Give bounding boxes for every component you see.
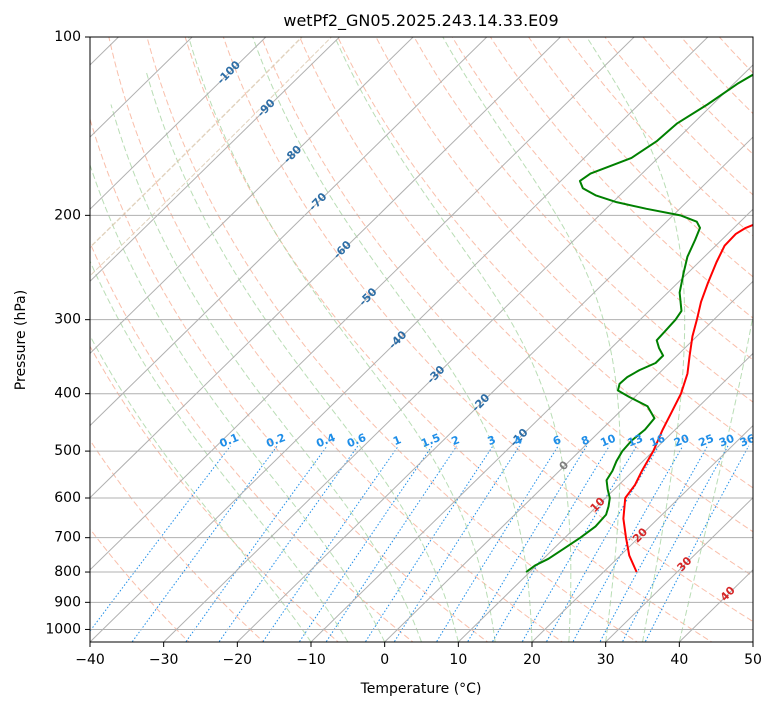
mixing-ratio-label: 25 (697, 432, 716, 450)
moist-adiabat-line (442, 37, 621, 642)
dry-adiabat-line (375, 37, 753, 446)
x-tick-label: 20 (523, 652, 541, 668)
y-tick-label: 100 (54, 29, 81, 45)
mixing-ratio-line (572, 445, 684, 642)
x-tick-label: 50 (744, 652, 762, 668)
mixing-ratio-line (644, 445, 750, 642)
y-tick-label: 300 (54, 312, 81, 328)
mixing-ratio-lines (90, 445, 750, 642)
temperature-profile-line (622, 223, 753, 573)
y-tick-label: 500 (54, 443, 81, 459)
moist-adiabats (90, 37, 753, 642)
moist-adiabat-line (586, 37, 686, 642)
y-tick-label: 1000 (45, 621, 81, 637)
dewpoint-profile-line (525, 73, 753, 573)
x-tick-label: 40 (670, 652, 688, 668)
isotherm-line (162, 64, 753, 642)
isotherm-line (90, 37, 193, 138)
mixing-ratio-line (298, 445, 433, 642)
mixing-ratio-label: 8 (579, 433, 591, 448)
x-axis-ticks: −40 −30 −20 −10 0 10 20 30 40 50 (75, 642, 762, 668)
y-tick-label: 200 (54, 207, 81, 223)
isotherm-line (90, 37, 562, 499)
mixing-ratio-label: 1 (391, 433, 403, 448)
x-tick-label: −20 (223, 652, 253, 668)
x-axis-label: Temperature (°C) (360, 681, 482, 697)
isotherm-line (236, 136, 753, 642)
moist-adiabat-line (146, 72, 459, 642)
y-tick-label: 900 (54, 594, 81, 610)
isotherm-line (90, 37, 635, 571)
isotherm-line (457, 352, 753, 642)
chart-title: wetPf2_GN05.2025.243.14.33.E09 (283, 11, 558, 31)
isotherm-line (90, 37, 488, 427)
plot-area: -100-90-80-70-60-50-40-30-20-10010203040… (90, 37, 757, 642)
mixing-ratio-line (545, 445, 660, 642)
dry-adiabat-line (108, 37, 564, 642)
dry-adiabat-line (90, 439, 265, 642)
isotherm-line (531, 424, 753, 642)
mixing-ratio-line (262, 445, 399, 642)
dry-adiabat-line (337, 37, 753, 489)
x-tick-label: −40 (75, 652, 105, 668)
x-tick-label: 30 (597, 652, 615, 668)
dry-adiabat-line (260, 37, 753, 577)
mixing-ratio-label: 3 (486, 433, 498, 448)
sounding-profiles (525, 73, 753, 573)
y-tick-label: 400 (54, 386, 81, 402)
isotherm-line (90, 37, 267, 210)
mixing-ratio-line (393, 445, 520, 642)
mixing-ratio-line (185, 445, 328, 642)
mixing-ratio-label: 10 (599, 432, 618, 450)
x-tick-label: −30 (149, 652, 179, 668)
dry-adiabat-line (222, 37, 753, 623)
plot-frame (89, 36, 754, 643)
moist-adiabat-line (188, 37, 496, 642)
dry-adiabat-line (413, 37, 753, 403)
moist-adiabat-line (90, 334, 312, 642)
x-tick-label: 10 (449, 652, 467, 668)
y-tick-label: 800 (54, 564, 81, 580)
isotherm-line (90, 37, 414, 355)
y-axis-ticks: 1000 900 800 700 600 500 400 300 200 100 (45, 29, 90, 637)
y-tick-label: 700 (54, 530, 81, 546)
isotherm-line (90, 37, 709, 642)
x-tick-label: 0 (380, 652, 389, 668)
isotherm-line (90, 37, 341, 283)
mixing-ratio-label: 20 (672, 432, 691, 450)
dry-adiabat-line (489, 37, 753, 319)
mixing-ratio-line (435, 445, 559, 642)
isotherm-line (383, 280, 753, 642)
moist-adiabat-line (110, 104, 422, 642)
x-tick-label: −10 (296, 652, 326, 668)
isotherm-line (604, 497, 753, 642)
grid-lines (90, 37, 753, 642)
mixing-ratio-label: 16 (648, 432, 667, 450)
moist-adiabat-line (334, 37, 572, 642)
y-tick-label: 600 (54, 490, 81, 506)
mixing-ratio-label: 36 (738, 432, 757, 450)
y-axis-label: Pressure (hPa) (13, 290, 29, 390)
mixing-ratio-label: 13 (626, 432, 645, 450)
mixing-ratio-line (364, 445, 494, 642)
mixing-ratio-line (218, 445, 359, 642)
moist-adiabat-line (252, 37, 533, 642)
mixing-ratio-label: 30 (717, 432, 736, 450)
mixing-ratio-line (599, 445, 708, 642)
mixing-ratio-label: 2 (450, 433, 462, 448)
isotherm-line (310, 208, 753, 642)
mixing-ratio-line (325, 445, 458, 642)
